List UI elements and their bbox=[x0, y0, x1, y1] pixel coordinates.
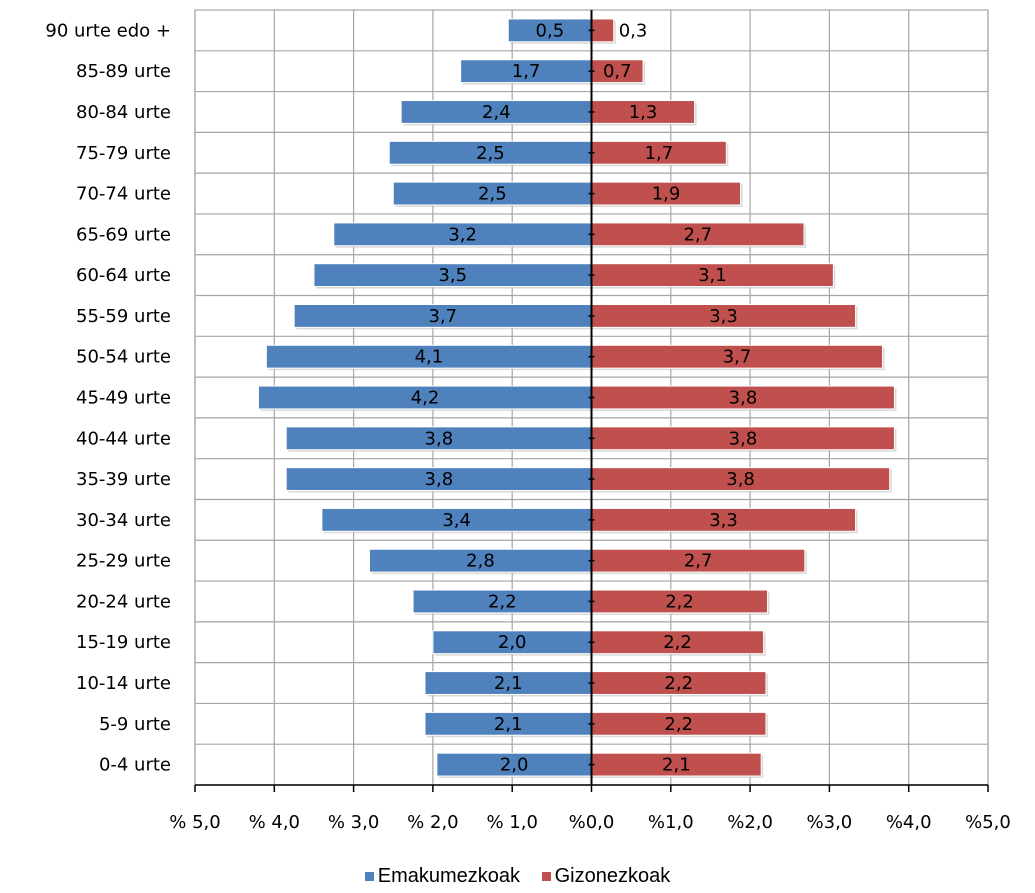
data-label-men: 3,7 bbox=[723, 347, 752, 368]
data-label-women: 4,1 bbox=[415, 347, 444, 368]
legend-label-men: Gizonezkoak bbox=[554, 865, 671, 887]
data-label-women: 3,8 bbox=[425, 469, 454, 490]
data-label-men: 3,8 bbox=[726, 469, 755, 490]
x-tick-label: %0,0 bbox=[569, 812, 615, 833]
data-label-men: 0,7 bbox=[603, 61, 632, 82]
data-label-women: 2,5 bbox=[478, 184, 507, 205]
legend-swatch-women bbox=[364, 872, 374, 881]
category-label: 40-44 urte bbox=[76, 428, 171, 449]
data-label-women: 3,5 bbox=[438, 265, 467, 286]
x-tick-label: %4,0 bbox=[886, 812, 932, 833]
category-labels: 90 urte edo + 85-89 urte 80-84 urte 75-79 u… bbox=[45, 20, 171, 775]
legend-label-women: Emakumezkoak bbox=[377, 865, 521, 887]
data-label-men: 1,3 bbox=[629, 102, 658, 123]
category-label: 80-84 urte bbox=[76, 102, 171, 123]
category-label: 30-34 urte bbox=[76, 510, 171, 531]
category-label: 70-74 urte bbox=[76, 184, 171, 205]
x-tick-label: % 2,0 bbox=[407, 812, 458, 833]
data-label-women: 0,5 bbox=[536, 20, 565, 41]
bar-men bbox=[591, 18, 615, 43]
data-label-men: 0,3 bbox=[619, 20, 648, 41]
category-label: 5-9 urte bbox=[99, 714, 171, 735]
data-label-women: 2,0 bbox=[500, 755, 529, 776]
data-label-women: 2,1 bbox=[494, 714, 523, 735]
category-label: 10-14 urte bbox=[76, 673, 171, 694]
category-label: 65-69 urte bbox=[76, 224, 171, 245]
x-tick-label: % 4,0 bbox=[249, 812, 300, 833]
data-label-men: 2,2 bbox=[663, 632, 692, 653]
x-tick-labels: % 5,0 % 4,0 % 3,0 % 2,0 % 1,0 %0,0 %1,0 %2,0 %3,… bbox=[169, 812, 1011, 833]
data-label-women: 1,7 bbox=[512, 61, 541, 82]
data-label-men: 2,7 bbox=[683, 224, 712, 245]
category-label: 35-39 urte bbox=[76, 469, 171, 490]
data-label-men: 2,1 bbox=[662, 755, 691, 776]
legend: Emakumezkoak Gizonezkoak bbox=[0, 864, 1035, 888]
category-label: 85-89 urte bbox=[76, 61, 171, 82]
data-label-women: 2,2 bbox=[488, 591, 517, 612]
category-label: 60-64 urte bbox=[76, 265, 171, 286]
x-tick-label: % 5,0 bbox=[169, 812, 220, 833]
data-label-women: 3,7 bbox=[428, 306, 457, 327]
category-label: 25-29 urte bbox=[76, 551, 171, 572]
data-label-men: 3,3 bbox=[709, 306, 738, 327]
x-tick-label: %5,0 bbox=[965, 812, 1011, 833]
data-label-women: 2,1 bbox=[494, 673, 523, 694]
category-label: 55-59 urte bbox=[76, 306, 171, 327]
data-label-women: 2,0 bbox=[498, 632, 527, 653]
legend-item-women: Emakumezkoak bbox=[364, 865, 521, 888]
data-label-women: 2,5 bbox=[476, 143, 505, 164]
data-label-men: 2,2 bbox=[664, 714, 693, 735]
data-label-women: 3,2 bbox=[448, 224, 477, 245]
data-labels: 0,5 0,3 1,7 0,7 2,4 1,3 2,5 1,7 2,5 1,9 3,2 2,7 3,5 3… bbox=[411, 20, 758, 775]
data-label-men: 2,7 bbox=[684, 551, 713, 572]
category-label: 50-54 urte bbox=[76, 347, 171, 368]
data-label-women: 2,8 bbox=[466, 551, 495, 572]
bars bbox=[257, 18, 897, 779]
data-label-women: 3,8 bbox=[425, 428, 454, 449]
legend-swatch-men bbox=[541, 872, 551, 881]
data-label-women: 3,4 bbox=[442, 510, 471, 531]
axes bbox=[194, 10, 989, 792]
data-label-men: 3,1 bbox=[698, 265, 727, 286]
data-label-men: 3,3 bbox=[709, 510, 738, 531]
data-label-men: 2,2 bbox=[664, 673, 693, 694]
category-label: 45-49 urte bbox=[76, 388, 171, 409]
x-tick-label: %2,0 bbox=[727, 812, 773, 833]
category-label: 75-79 urte bbox=[76, 143, 171, 164]
data-label-men: 1,7 bbox=[645, 143, 674, 164]
x-tick-label: % 3,0 bbox=[328, 812, 379, 833]
data-label-women: 2,4 bbox=[482, 102, 511, 123]
data-label-women: 4,2 bbox=[411, 388, 440, 409]
x-tick-label: %3,0 bbox=[807, 812, 853, 833]
data-label-men: 2,2 bbox=[665, 591, 694, 612]
x-tick-label: % 1,0 bbox=[486, 812, 537, 833]
category-label: 90 urte edo + bbox=[45, 20, 171, 41]
category-label: 0-4 urte bbox=[99, 755, 171, 776]
data-label-men: 1,9 bbox=[652, 184, 681, 205]
legend-item-men: Gizonezkoak bbox=[541, 865, 671, 888]
data-label-men: 3,8 bbox=[729, 388, 758, 409]
category-label: 20-24 urte bbox=[76, 591, 171, 612]
x-tick-label: %1,0 bbox=[648, 812, 694, 833]
category-label: 15-19 urte bbox=[76, 632, 171, 653]
data-label-men: 3,8 bbox=[729, 428, 758, 449]
